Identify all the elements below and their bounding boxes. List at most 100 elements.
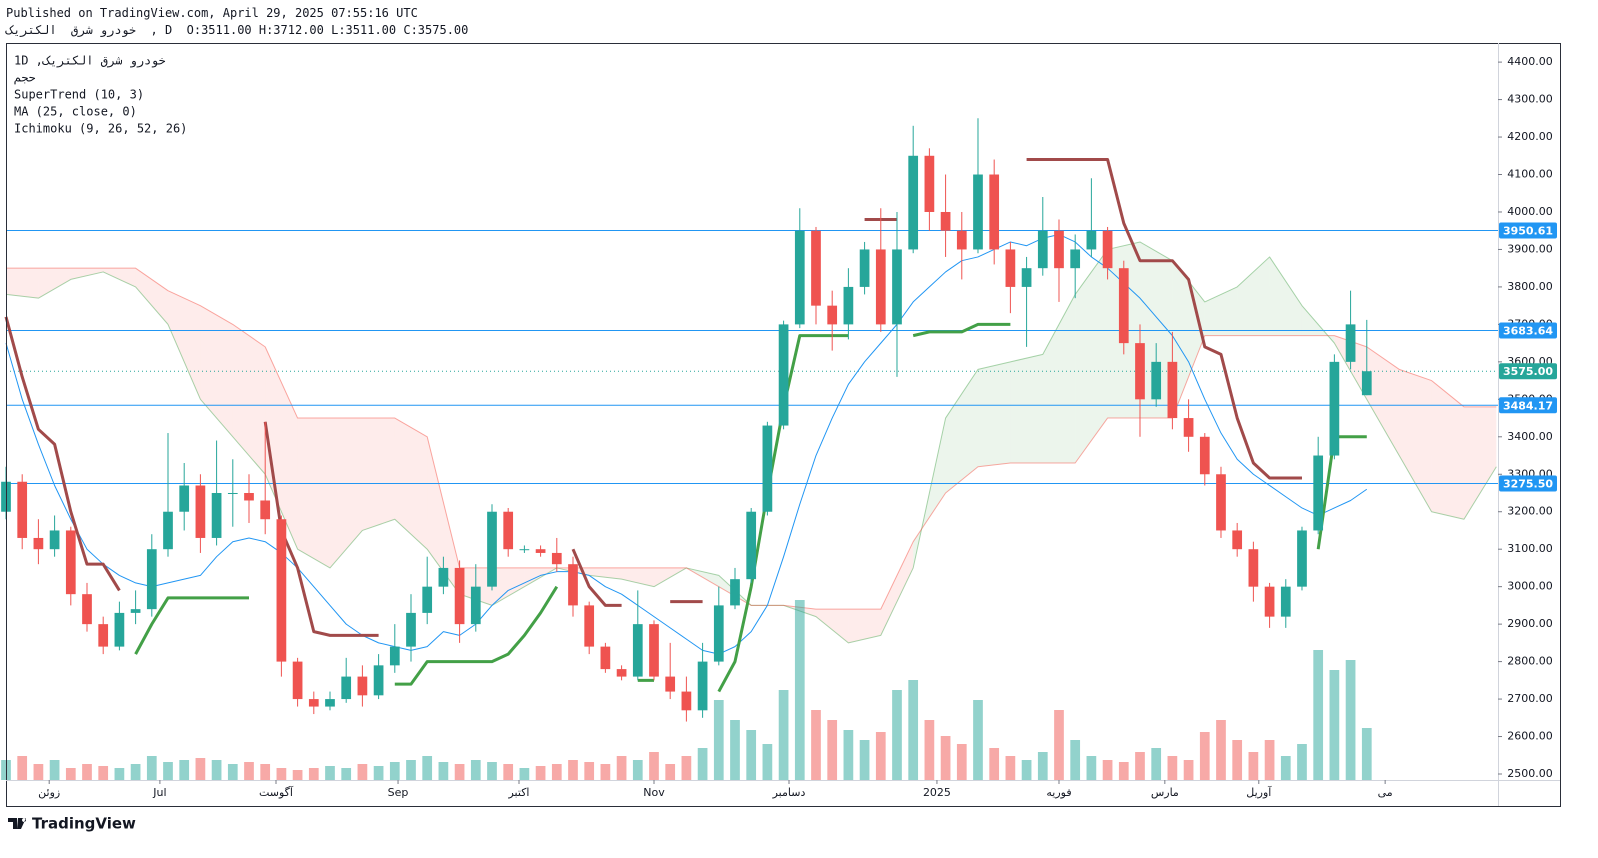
legend-entry: مجح (14, 71, 36, 85)
candle-body (470, 586, 481, 625)
x-tick-label: Nov (643, 786, 665, 799)
candle-body (503, 511, 514, 550)
cloud-segment (427, 436, 460, 595)
volume-bar (681, 756, 692, 780)
x-tick-label: می (1378, 786, 1393, 799)
level-price-box (1499, 222, 1557, 239)
ma-line (5, 233, 1368, 655)
volume-bar (1102, 760, 1113, 780)
candle-body (584, 605, 595, 647)
volume-bar (179, 760, 190, 780)
cloud-segment (1075, 249, 1108, 464)
candle-body (956, 230, 967, 250)
candle-body (146, 549, 157, 610)
volume-bar (308, 768, 319, 780)
cloud-segment (38, 268, 71, 299)
candle-body (406, 612, 416, 647)
volume-bar (600, 764, 611, 780)
level-price-box (1499, 475, 1557, 492)
volume-bar (341, 768, 352, 780)
volume-bar (17, 756, 28, 780)
cloud-segment (70, 268, 104, 280)
volume-bar (98, 766, 109, 780)
volume-bar (389, 762, 400, 780)
candle-body (195, 485, 206, 538)
volume-bar (1345, 660, 1356, 780)
level-price-box (1499, 322, 1557, 339)
volume-bar (1135, 752, 1145, 780)
y-tick-label: 2700.00 (1507, 692, 1553, 705)
volume-bar (1086, 756, 1097, 780)
candle-body (730, 579, 740, 606)
candle-body (373, 665, 384, 696)
candle-body (1216, 474, 1226, 531)
candle-body (422, 586, 433, 613)
volume-bar (616, 756, 627, 780)
candle-body (519, 549, 530, 551)
volume-bar (503, 764, 514, 780)
volume-bar (357, 764, 368, 780)
volume-bar (1297, 744, 1307, 780)
volume-bar (1070, 740, 1081, 780)
candle-body (1054, 230, 1064, 269)
candle-body (49, 530, 60, 550)
candle-body (746, 511, 757, 580)
volume-bar (114, 768, 125, 780)
y-tick-label: 2800.00 (1507, 655, 1553, 668)
cloud-segment (815, 609, 849, 643)
cloud-segment (524, 567, 557, 587)
span-a-line (5, 241, 1497, 644)
symbol-ohlc: کیرتکلا قرش وردوخ , D O:3511.00 H:3712.0… (6, 23, 469, 37)
cloud-segment (621, 567, 654, 587)
candle-body (1313, 455, 1324, 531)
volume-bar (163, 762, 173, 780)
candle-body (1037, 230, 1048, 269)
volume-bar (973, 700, 983, 780)
volume-bar (794, 600, 805, 780)
cloud-segment (977, 361, 1011, 467)
volume-bar (195, 758, 206, 780)
cloud-segment (1042, 294, 1076, 464)
legend-entry: MA (25, close, 0) (14, 105, 137, 119)
level-price-box (1499, 397, 1557, 414)
y-tick-label: 3000.00 (1507, 580, 1553, 593)
candle-body (762, 425, 773, 512)
level-price-label: 3683.64 (1503, 325, 1553, 338)
candle-body (551, 552, 562, 565)
candle-body (649, 624, 659, 677)
x-tick-label: 2025 (923, 786, 951, 799)
level-price-label: 3484.17 (1503, 399, 1553, 412)
volume-bar (1329, 670, 1340, 780)
volume-bar (875, 732, 886, 780)
volume-bar (859, 740, 870, 780)
candle-body (276, 519, 287, 662)
volume-bar (1199, 732, 1210, 780)
candle-body (114, 612, 125, 647)
legend-entry: Ichimoku (9, 26, 52, 26) (14, 122, 187, 136)
cloud-segment (589, 567, 622, 580)
volume-bar (989, 748, 1000, 780)
candle-body (308, 699, 319, 707)
candle-body (227, 492, 238, 494)
candle-body (130, 609, 141, 613)
volume-bar (1054, 710, 1064, 780)
candle-body (1199, 436, 1210, 475)
volume-bar (33, 764, 44, 780)
cloud-segment (848, 609, 881, 643)
volume-bar (1118, 762, 1129, 780)
cloud-segment (297, 418, 330, 568)
candle-body (163, 511, 173, 550)
candle-body (357, 676, 368, 696)
volume-bar (778, 690, 789, 780)
volume-bar (811, 710, 821, 780)
y-tick-label: 2500.00 (1507, 767, 1553, 780)
candle-body (535, 549, 546, 553)
chart-frame (6, 43, 1561, 807)
last-price-label: 3575.00 (1503, 365, 1553, 378)
volume-bar (1313, 650, 1324, 780)
volume-bar (908, 680, 919, 780)
x-tick-label: Jul (152, 786, 166, 799)
volume-bar (130, 764, 141, 780)
